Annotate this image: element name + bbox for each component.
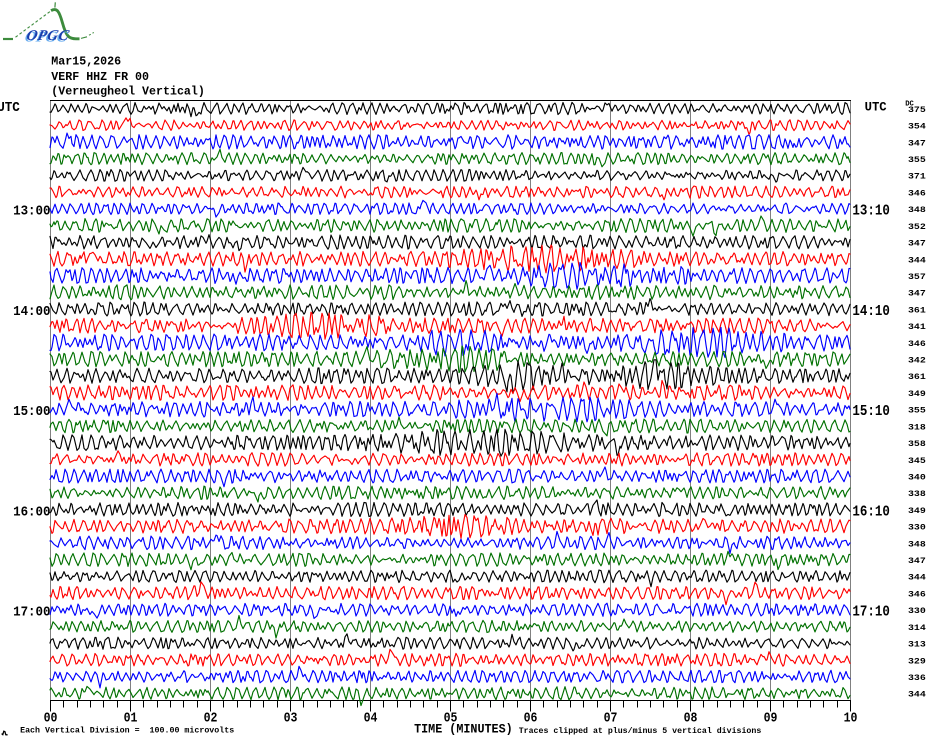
- svg-text:17:10: 17:10: [852, 605, 889, 621]
- svg-text:DC: DC: [905, 101, 914, 109]
- svg-text:340: 340: [908, 473, 926, 482]
- svg-text:16:00: 16:00: [13, 504, 50, 520]
- svg-text:16:10: 16:10: [852, 505, 889, 521]
- svg-text:01: 01: [124, 711, 138, 726]
- svg-text:329: 329: [908, 657, 926, 666]
- svg-text:00: 00: [44, 711, 58, 726]
- svg-text:341: 341: [908, 323, 926, 332]
- svg-text:336: 336: [908, 674, 926, 683]
- svg-text:Each Vertical Division = 100.: Each Vertical Division = 100.00 microvol…: [20, 726, 234, 736]
- svg-text:348: 348: [908, 540, 926, 549]
- svg-text:344: 344: [908, 691, 926, 700]
- svg-text:375: 375: [908, 106, 926, 115]
- svg-text:349: 349: [908, 390, 926, 399]
- svg-text:347: 347: [908, 557, 926, 566]
- svg-text:344: 344: [908, 574, 926, 583]
- svg-text:TIME (MINUTES): TIME (MINUTES): [414, 722, 513, 736]
- svg-text:06: 06: [524, 711, 538, 726]
- svg-text:VERF HHZ FR 00: VERF HHZ FR 00: [51, 70, 149, 84]
- svg-text:348: 348: [908, 206, 926, 215]
- svg-text:349: 349: [908, 507, 926, 516]
- svg-text:357: 357: [908, 273, 926, 282]
- svg-text:17:00: 17:00: [13, 604, 50, 620]
- svg-text:346: 346: [908, 340, 926, 349]
- svg-text:13:10: 13:10: [852, 204, 889, 220]
- svg-text:15:00: 15:00: [13, 404, 50, 420]
- svg-text:313: 313: [908, 640, 926, 649]
- svg-text:Traces clipped at plus/minus 5: Traces clipped at plus/minus 5 vertical …: [519, 726, 762, 736]
- svg-text:347: 347: [908, 139, 926, 148]
- svg-text:345: 345: [908, 457, 926, 466]
- svg-text:07: 07: [604, 711, 618, 726]
- svg-text:14:00: 14:00: [13, 303, 50, 319]
- svg-text:05: 05: [444, 711, 458, 726]
- svg-text:OPGC: OPGC: [23, 29, 69, 46]
- svg-text:02: 02: [204, 711, 218, 726]
- svg-text:361: 361: [908, 373, 926, 382]
- svg-text:352: 352: [908, 223, 926, 232]
- svg-text:03: 03: [284, 711, 298, 726]
- svg-text:318: 318: [908, 423, 926, 432]
- svg-text:347: 347: [908, 290, 926, 299]
- svg-text:355: 355: [908, 406, 926, 415]
- svg-text:10: 10: [844, 711, 858, 726]
- svg-text:UTC: UTC: [865, 99, 887, 114]
- svg-text:344: 344: [908, 256, 926, 265]
- svg-text:358: 358: [908, 440, 926, 449]
- svg-text:08: 08: [684, 711, 698, 726]
- svg-text:15:10: 15:10: [852, 404, 889, 420]
- svg-text:347: 347: [908, 239, 926, 248]
- svg-text:Mar15,2026: Mar15,2026: [51, 54, 121, 68]
- svg-text:14:10: 14:10: [852, 304, 889, 320]
- svg-text:OPGC: OPGC: [25, 27, 71, 44]
- svg-text:330: 330: [908, 523, 926, 532]
- svg-text:UTC: UTC: [0, 100, 20, 115]
- svg-text:342: 342: [908, 356, 926, 365]
- svg-text:338: 338: [908, 490, 926, 499]
- svg-text:(Verneugheol Vertical): (Verneugheol Vertical): [51, 84, 205, 98]
- svg-text:330: 330: [908, 607, 926, 616]
- svg-text:13:00: 13:00: [13, 203, 50, 219]
- svg-text:09: 09: [764, 711, 778, 726]
- svg-text:355: 355: [908, 156, 926, 165]
- svg-text:04: 04: [364, 711, 378, 726]
- svg-text:371: 371: [908, 173, 926, 182]
- svg-text:346: 346: [908, 189, 926, 198]
- svg-text:346: 346: [908, 590, 926, 599]
- svg-text:314: 314: [908, 624, 926, 633]
- svg-text:361: 361: [908, 306, 926, 315]
- svg-text:354: 354: [908, 122, 926, 131]
